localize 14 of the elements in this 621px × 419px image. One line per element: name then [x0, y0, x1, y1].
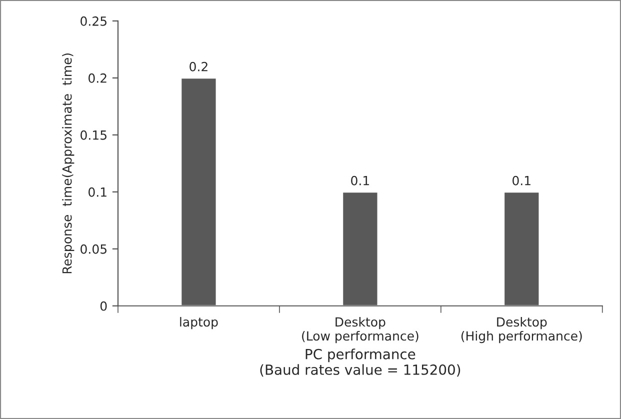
y-tick-label: 0.15 [80, 130, 106, 140]
data-label: 0.1 [351, 176, 369, 186]
y-tick-label: 0.05 [80, 244, 106, 254]
y-tick-label: 0 [100, 301, 107, 311]
data-label: 0.1 [512, 176, 530, 186]
y-tick-label: 0.25 [80, 16, 106, 26]
y-tick-label: 0.1 [88, 187, 106, 197]
x-tick-label: Desktop (High performance) [461, 316, 582, 344]
data-label: 0.2 [190, 62, 208, 72]
x-tick-label: laptop [180, 316, 218, 330]
y-axis-title: Response time(Approximate time) [62, 53, 74, 274]
x-axis-title: PC performance (Baud rates value = 115200) [260, 348, 460, 377]
x-tick-label: Desktop (Low performance) [302, 316, 418, 344]
y-tick-label: 0.2 [88, 73, 106, 83]
